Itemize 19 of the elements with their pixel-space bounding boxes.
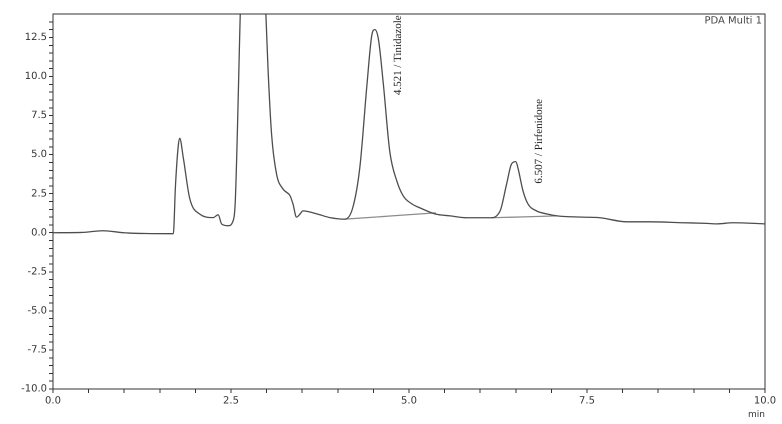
- y-tick-label: 2.5: [31, 188, 47, 200]
- x-tick-label: 7.5: [579, 396, 595, 407]
- x-tick-label: 5.0: [401, 396, 417, 407]
- y-tick-label: 5.0: [31, 149, 47, 160]
- x-tick-label: 10.0: [754, 396, 776, 407]
- y-tick-label: 12.5: [24, 32, 47, 44]
- y-tick-label: 0.0: [31, 227, 47, 238]
- x-tick-label: 2.5: [223, 396, 239, 407]
- annotation: 6.507 / Pirfenidone: [533, 98, 546, 184]
- y-tick-label: -2.5: [27, 266, 47, 278]
- x-tick-label: 0.0: [45, 396, 61, 407]
- y-tick-label: -5.0: [27, 305, 47, 316]
- y-tick-label: 7.5: [31, 110, 47, 122]
- annotation: 4.521 / Tinidazole: [392, 15, 404, 96]
- chart-subtitle: PDA Multi 1: [704, 16, 762, 27]
- y-tick-label: -10.0: [21, 384, 47, 395]
- x-axis-title: min: [748, 410, 765, 420]
- y-tick-label: 10.0: [24, 71, 47, 82]
- y-tick-label: -7.5: [27, 344, 47, 356]
